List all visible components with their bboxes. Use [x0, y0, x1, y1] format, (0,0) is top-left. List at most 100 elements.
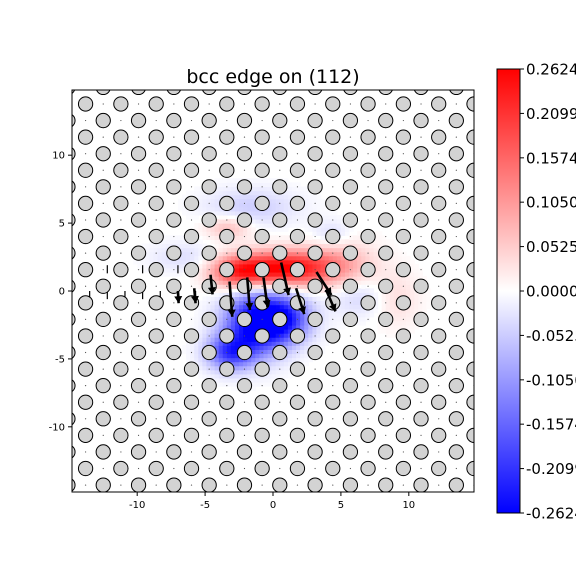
heat-cell — [255, 349, 261, 355]
heat-cell — [198, 300, 203, 306]
heat-cell — [198, 357, 203, 363]
heat-cell — [226, 251, 232, 257]
atom — [148, 228, 164, 245]
heat-cell — [283, 210, 289, 216]
site-dot — [367, 385, 369, 387]
atom — [342, 278, 359, 294]
atom — [448, 344, 464, 361]
atom — [360, 427, 376, 443]
heat-cell — [259, 243, 265, 249]
heat-cell — [271, 329, 277, 334]
heat-cell — [194, 345, 199, 350]
heat-cell — [247, 276, 252, 281]
atom — [378, 245, 394, 261]
site-dot — [173, 136, 175, 138]
heat-cell — [296, 357, 301, 363]
heat-cell — [169, 267, 175, 273]
heat-cell — [226, 178, 232, 183]
heat-cell — [336, 247, 342, 253]
atom-layer — [72, 90, 474, 509]
colorbar-tick-label: 0.0000 — [526, 283, 576, 301]
heat-cell — [153, 247, 159, 253]
heat-cell — [385, 239, 391, 245]
site-dot — [243, 302, 246, 304]
heat-cell — [247, 194, 252, 200]
heat-cell — [300, 206, 305, 212]
atom — [148, 394, 164, 410]
atom — [448, 245, 464, 261]
heat-cell — [247, 263, 252, 269]
heat-cell — [239, 373, 244, 379]
site-dot — [243, 368, 246, 370]
heat-cell — [218, 316, 224, 322]
heat-cell — [287, 239, 293, 245]
heat-cell — [373, 231, 379, 236]
heat-cell — [316, 324, 322, 330]
heat-cell — [410, 276, 415, 281]
site-dot — [137, 302, 140, 304]
heat-cell — [251, 312, 256, 318]
heat-cell — [214, 235, 220, 240]
heat-cell — [251, 190, 256, 196]
site-dot — [296, 385, 299, 387]
heat-cell — [373, 247, 379, 253]
heat-cell — [300, 219, 305, 224]
heat-cell — [397, 312, 403, 318]
heat-cell — [214, 194, 220, 200]
atom — [166, 90, 182, 96]
atom — [325, 328, 341, 344]
heat-cell — [283, 365, 289, 371]
atom — [183, 129, 200, 145]
heat-cell — [222, 182, 228, 188]
atom — [378, 344, 394, 361]
heat-cell — [300, 312, 305, 318]
heat-cell — [312, 333, 318, 338]
site-dot — [402, 119, 404, 122]
site-dot — [491, 236, 492, 237]
heat-cell — [157, 251, 163, 257]
heat-cell — [312, 194, 318, 200]
heat-cell — [283, 190, 289, 196]
heat-cell — [202, 267, 208, 273]
heat-cell — [226, 312, 232, 318]
displacement-arrow — [279, 262, 291, 296]
heat-cell — [182, 349, 187, 355]
heat-cell — [255, 210, 261, 216]
site-dot — [208, 169, 210, 171]
heat-cell — [340, 243, 346, 249]
heat-cell — [226, 190, 232, 196]
heat-cell — [402, 280, 407, 285]
heat-cell — [340, 320, 346, 326]
heat-cell — [210, 210, 216, 216]
heat-cell — [365, 247, 371, 253]
heat-cell — [304, 333, 309, 338]
site-dot — [102, 269, 104, 271]
heat-cell — [324, 255, 330, 261]
heat-cell — [161, 263, 167, 269]
heat-cell — [206, 231, 212, 236]
heat-cell — [247, 365, 252, 371]
heat-cell — [190, 345, 195, 350]
heat-cell — [234, 247, 240, 253]
heat-cell — [202, 308, 208, 314]
site-dot — [190, 219, 193, 221]
atom — [77, 361, 94, 377]
atom — [378, 477, 394, 492]
site-dot — [367, 153, 369, 155]
heat-cell — [202, 271, 208, 277]
heat-cell — [287, 320, 293, 326]
heat-cell — [234, 312, 240, 318]
heat-cell — [263, 345, 269, 350]
heat-cell — [324, 251, 330, 257]
heat-cell — [316, 227, 322, 232]
atom — [361, 495, 375, 509]
atom — [413, 344, 429, 361]
heat-cell — [222, 186, 228, 192]
heat-cell — [259, 276, 265, 281]
heat-cell — [418, 271, 423, 277]
heat-cell — [222, 214, 228, 220]
heat-cell — [234, 353, 240, 359]
heat-cell — [263, 178, 269, 183]
heat-cell — [239, 194, 244, 200]
atom — [448, 378, 464, 394]
